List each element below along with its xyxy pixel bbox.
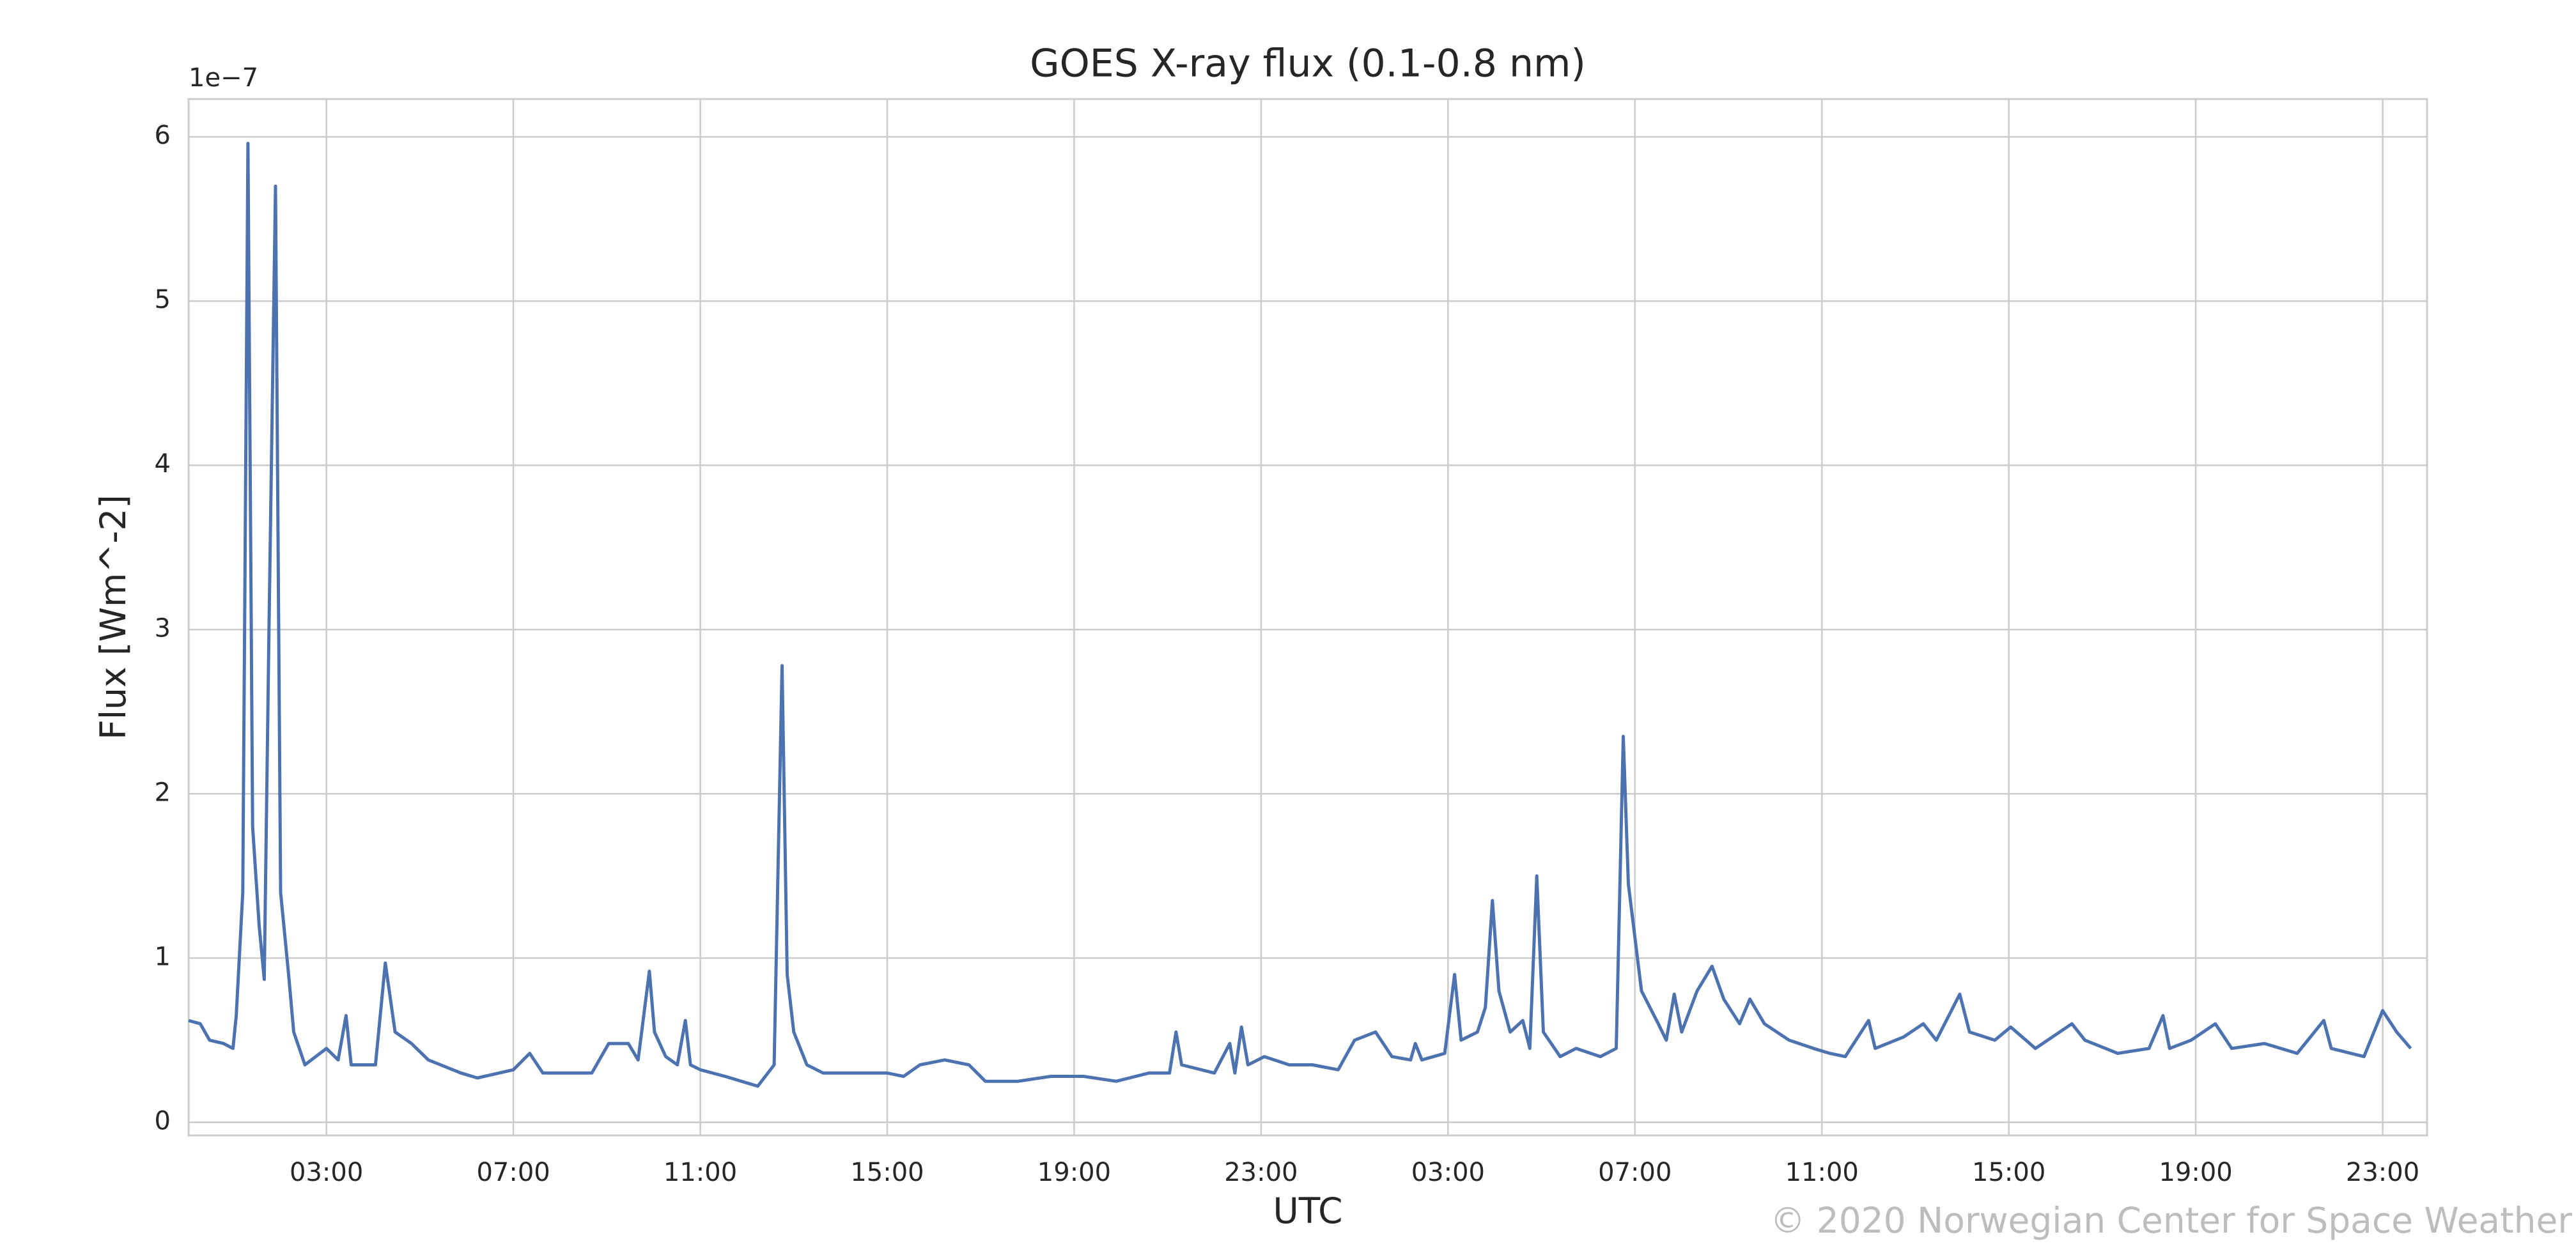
y-offset-label: 1e−7 (189, 63, 258, 93)
y-tick-label: 3 (155, 613, 171, 643)
x-tick-label: 11:00 (1785, 1158, 1859, 1187)
y-tick-label: 0 (155, 1106, 171, 1135)
x-tick-label: 15:00 (1972, 1158, 2045, 1187)
y-tick-label: 5 (155, 285, 171, 314)
x-tick-label: 23:00 (1224, 1158, 1298, 1187)
x-tick-label: 03:00 (290, 1158, 363, 1187)
x-tick-label: 11:00 (663, 1158, 737, 1187)
x-tick-label: 07:00 (476, 1158, 550, 1187)
y-tick-label: 6 (155, 121, 171, 150)
chart-title: GOES X-ray flux (0.1-0.8 nm) (1030, 42, 1586, 86)
x-tick-label: 15:00 (850, 1158, 924, 1187)
x-tick-label: 07:00 (1598, 1158, 1672, 1187)
watermark: © 2020 Norwegian Center for Space Weathe… (1770, 1200, 2572, 1241)
x-tick-label: 19:00 (1037, 1158, 1111, 1187)
y-tick-label: 4 (155, 449, 171, 479)
y-tick-label: 2 (155, 778, 171, 807)
x-tick-label: 03:00 (1411, 1158, 1485, 1187)
x-axis-label: UTC (1273, 1190, 1342, 1231)
x-tick-label: 23:00 (2346, 1158, 2419, 1187)
plot-frame (187, 98, 2428, 1137)
y-axis-label: Flux [Wm^-2] (93, 495, 134, 740)
x-tick-label: 19:00 (2159, 1158, 2232, 1187)
flux-line (188, 141, 2412, 1088)
y-tick-label: 1 (155, 942, 171, 971)
